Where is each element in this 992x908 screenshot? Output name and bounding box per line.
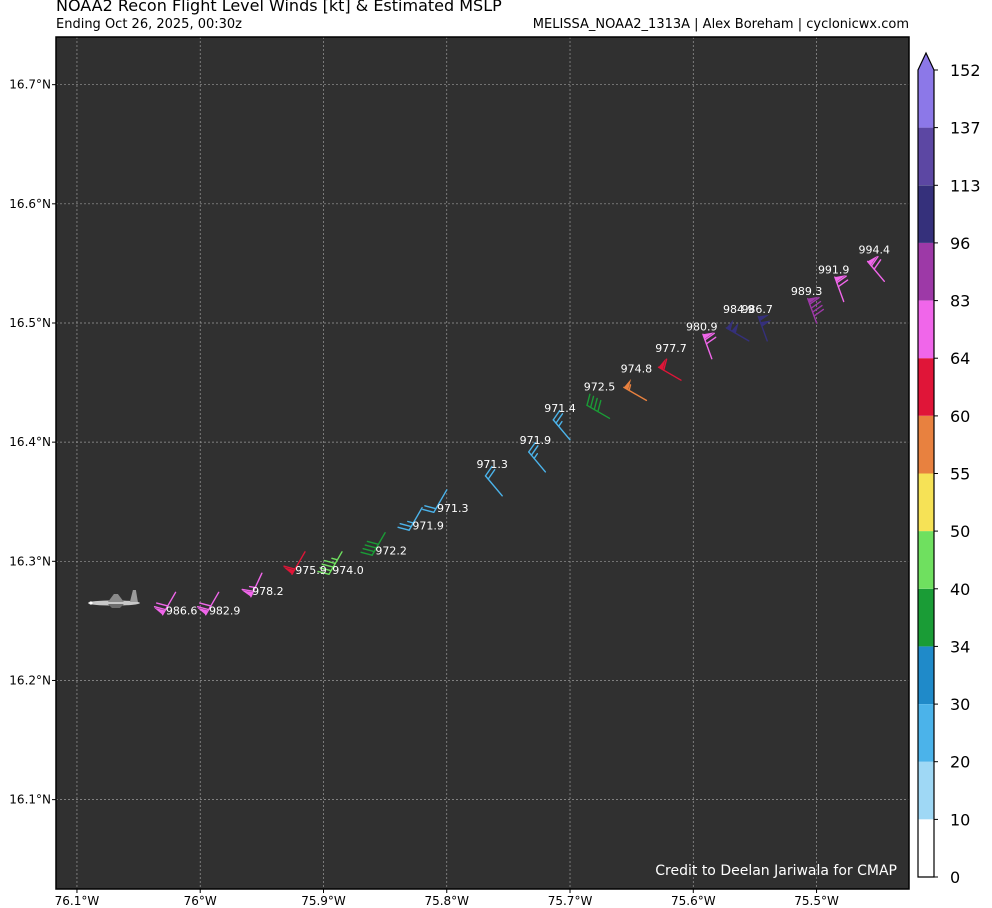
- mslp-label: 971.3: [437, 502, 469, 515]
- colorbar-segment: [918, 761, 934, 820]
- wind-barb: [725, 319, 750, 342]
- wind-barb: [397, 507, 423, 531]
- gridlines: [56, 37, 909, 889]
- colorbar-segment: [918, 127, 934, 186]
- y-tick-label: 16.3°N: [9, 554, 51, 568]
- y-tick-label: 16.7°N: [9, 78, 51, 92]
- plot-frame: [55, 36, 910, 890]
- mslp-label: 994.4: [859, 243, 891, 256]
- wind-barb: [196, 591, 220, 616]
- colorbar-label: 50: [950, 522, 970, 541]
- aircraft-icon: [87, 590, 140, 608]
- wind-barb: [757, 314, 772, 342]
- x-tick-label: 75.7°W: [548, 894, 593, 908]
- wind-barb: [834, 275, 849, 303]
- mslp-label: 980.9: [686, 321, 718, 334]
- colorbar-label: 83: [950, 292, 970, 311]
- wind-barb: [317, 551, 343, 576]
- colorbar-segment: [918, 819, 934, 877]
- plot-area: [56, 37, 909, 889]
- map-credit: Credit to Deelan Jariwala for CMAP: [655, 863, 897, 879]
- wind-barbs: [153, 255, 885, 616]
- wind-barb: [241, 572, 263, 598]
- y-tick-label: 16.5°N: [9, 316, 51, 330]
- x-axis: 76.1°W 76°W 75.9°W 75.8°W 75.7°W 75.6°W 75.5°W: [55, 889, 839, 908]
- mslp-label: 982.9: [209, 604, 241, 617]
- colorbar-segment: [918, 185, 934, 243]
- wind-barb: [360, 532, 386, 556]
- colorbar-label: 113: [950, 176, 981, 195]
- mslp-label: 974.8: [621, 362, 653, 375]
- colorbar-label: 0: [950, 868, 960, 887]
- mslp-label: 971.9: [412, 520, 444, 533]
- colorbar-label: 30: [950, 695, 970, 714]
- wind-barb: [484, 465, 503, 497]
- mslp-label: 978.2: [252, 585, 284, 598]
- mslp-label: 971.9: [520, 434, 552, 447]
- mslp-label: 972.5: [584, 380, 616, 393]
- colorbar-label: 20: [950, 753, 970, 772]
- wind-barb: [283, 551, 306, 576]
- wind-barb: [422, 489, 448, 514]
- mslp-label: 986.7: [741, 303, 773, 316]
- x-tick-label: 76°W: [184, 894, 217, 908]
- x-tick-label: 76.1°W: [55, 894, 100, 908]
- colorbar-segment: [918, 473, 934, 532]
- x-tick-label: 75.8°W: [424, 894, 469, 908]
- wind-barb: [623, 378, 648, 402]
- colorbar-segment: [918, 531, 934, 589]
- mslp-label: 977.7: [655, 342, 687, 355]
- wind-barb: [153, 591, 177, 616]
- x-tick-label: 75.9°W: [301, 894, 346, 908]
- mslp-label: 972.2: [375, 545, 407, 558]
- mslp-label: 991.9: [818, 264, 850, 277]
- colorbar-label: 34: [950, 637, 970, 656]
- y-tick-label: 16.4°N: [9, 435, 51, 449]
- colorbar-label: 40: [950, 580, 970, 599]
- colorbar-label: 60: [950, 407, 970, 426]
- wind-barb: [552, 409, 571, 441]
- colorbar-segment: [918, 53, 934, 128]
- mslp-label: 975.9: [295, 564, 327, 577]
- colorbar: 0 10 20 30 34 40 50 55 60 64 83 96 113 137 152: [917, 51, 981, 887]
- colorbar-label: 152: [950, 61, 981, 80]
- colorbar-segment: [918, 704, 934, 762]
- y-axis: 16.1°N 16.2°N 16.3°N 16.4°N 16.5°N 16.6°N 16.7…: [9, 78, 56, 807]
- y-tick-label: 16.1°N: [9, 793, 51, 807]
- colorbar-segment: [918, 300, 934, 359]
- mslp-label: 974.0: [332, 564, 364, 577]
- mslp-label: 971.4: [544, 402, 576, 415]
- wind-barb: [527, 441, 547, 473]
- y-tick-label: 16.6°N: [9, 197, 51, 211]
- colorbar-segment: [918, 242, 934, 301]
- wind-barb: [866, 255, 885, 282]
- mslp-label: 984.9: [723, 303, 755, 316]
- colorbar-label: 137: [950, 119, 981, 138]
- colorbar-label: 10: [950, 810, 970, 829]
- mslp-label: 971.3: [476, 458, 508, 471]
- colorbar-segment: [918, 646, 934, 704]
- colorbar-segment: [918, 415, 934, 474]
- chart-subtitle: Ending Oct 26, 2025, 00:30z: [56, 17, 242, 32]
- wind-barb: [657, 358, 682, 381]
- y-tick-label: 16.2°N: [9, 673, 51, 687]
- colorbar-segment: [918, 358, 934, 416]
- wind-barb: [702, 332, 717, 360]
- mslp-label: 986.6: [166, 604, 198, 617]
- mslp-label: 989.3: [791, 285, 823, 298]
- colorbar-segment: [918, 588, 934, 647]
- colorbar-outline: [917, 51, 935, 878]
- colorbar-label: 96: [950, 234, 970, 253]
- colorbar-label: 55: [950, 465, 970, 484]
- x-tick-label: 75.6°W: [671, 894, 716, 908]
- wind-barb: [586, 393, 611, 419]
- x-tick-label: 75.5°W: [794, 894, 839, 908]
- mslp-labels: 986.6 982.9 978.2 975.9 974.0 972.2 971.9 971.3…: [166, 243, 890, 617]
- chart-title: NOAA2 Recon Flight Level Winds [kt] & Es…: [56, 0, 502, 15]
- colorbar-label: 64: [950, 349, 970, 368]
- wind-barb: [807, 296, 825, 324]
- source-credit: MELISSA_NOAA2_1313A | Alex Boreham | cyc…: [532, 17, 909, 32]
